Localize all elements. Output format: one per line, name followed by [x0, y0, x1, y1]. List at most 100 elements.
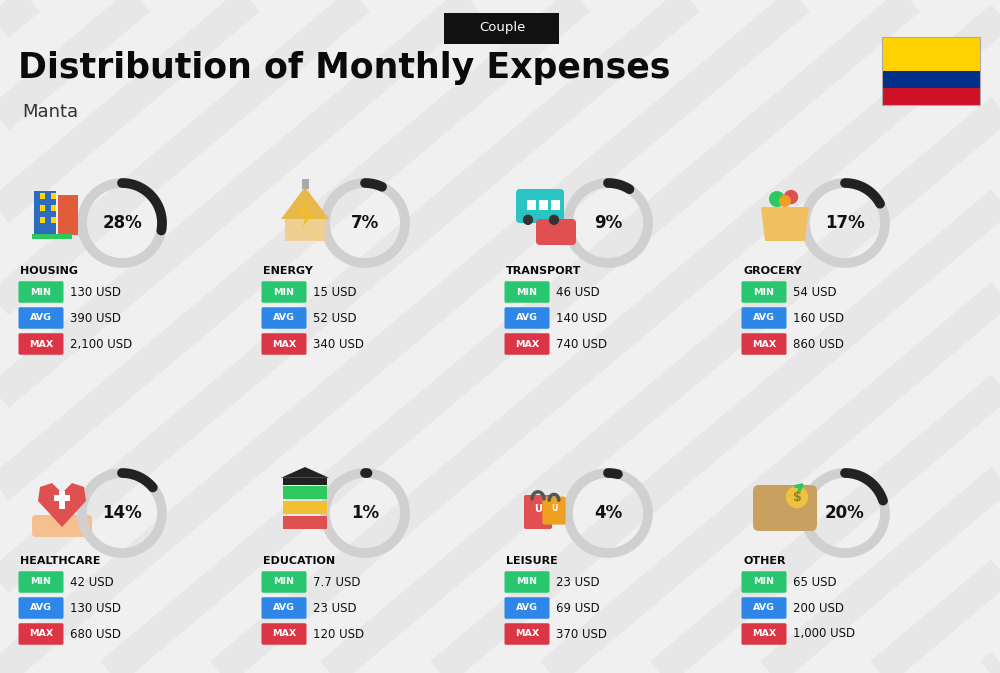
- Text: 52 USD: 52 USD: [313, 312, 357, 324]
- Text: 14%: 14%: [102, 504, 142, 522]
- Text: 23 USD: 23 USD: [313, 602, 357, 614]
- Polygon shape: [298, 201, 313, 227]
- Bar: [283, 486, 327, 499]
- Text: 390 USD: 390 USD: [70, 312, 121, 324]
- Polygon shape: [281, 467, 329, 478]
- Text: 130 USD: 130 USD: [70, 602, 121, 614]
- Text: U: U: [534, 504, 542, 514]
- Polygon shape: [761, 207, 809, 241]
- Text: OTHER: OTHER: [743, 556, 786, 566]
- Bar: [882, 37, 980, 105]
- Bar: [51, 217, 56, 223]
- FancyBboxPatch shape: [262, 597, 306, 618]
- Text: GROCERY: GROCERY: [743, 266, 802, 276]
- Text: $: $: [793, 491, 801, 503]
- Text: 680 USD: 680 USD: [70, 627, 121, 641]
- FancyBboxPatch shape: [505, 308, 550, 328]
- Text: MIN: MIN: [754, 287, 774, 297]
- Text: MIN: MIN: [516, 577, 538, 586]
- Bar: [58, 195, 78, 235]
- FancyBboxPatch shape: [742, 308, 786, 328]
- Text: Distribution of Monthly Expenses: Distribution of Monthly Expenses: [18, 51, 670, 85]
- Text: 54 USD: 54 USD: [793, 285, 837, 299]
- Text: AVG: AVG: [30, 314, 52, 322]
- FancyBboxPatch shape: [516, 189, 564, 223]
- Bar: [40, 205, 45, 211]
- FancyBboxPatch shape: [753, 485, 817, 531]
- Circle shape: [786, 486, 808, 508]
- Polygon shape: [281, 187, 329, 219]
- Text: MAX: MAX: [752, 339, 776, 349]
- FancyBboxPatch shape: [18, 597, 64, 618]
- Text: 28%: 28%: [102, 214, 142, 232]
- Text: Couple: Couple: [479, 22, 525, 34]
- Text: MIN: MIN: [30, 287, 52, 297]
- Text: MIN: MIN: [274, 287, 294, 297]
- Text: 130 USD: 130 USD: [70, 285, 121, 299]
- Text: MAX: MAX: [515, 339, 539, 349]
- Text: MIN: MIN: [274, 577, 294, 586]
- Text: 140 USD: 140 USD: [556, 312, 607, 324]
- Text: 65 USD: 65 USD: [793, 575, 837, 588]
- Text: TRANSPORT: TRANSPORT: [506, 266, 581, 276]
- Text: ENERGY: ENERGY: [263, 266, 313, 276]
- Text: 740 USD: 740 USD: [556, 337, 607, 351]
- FancyBboxPatch shape: [524, 495, 552, 529]
- Bar: [527, 200, 536, 210]
- Text: AVG: AVG: [273, 314, 295, 322]
- Bar: [40, 193, 45, 199]
- FancyBboxPatch shape: [742, 333, 786, 355]
- Text: 20%: 20%: [825, 504, 865, 522]
- Text: AVG: AVG: [516, 604, 538, 612]
- FancyBboxPatch shape: [262, 308, 306, 328]
- Text: 9%: 9%: [594, 214, 622, 232]
- FancyBboxPatch shape: [536, 219, 576, 245]
- Bar: [283, 478, 327, 485]
- Text: 2,100 USD: 2,100 USD: [70, 337, 132, 351]
- Text: 370 USD: 370 USD: [556, 627, 607, 641]
- Text: AVG: AVG: [753, 604, 775, 612]
- Bar: [539, 200, 548, 210]
- Bar: [34, 191, 56, 239]
- Bar: [59, 491, 65, 509]
- Bar: [285, 219, 325, 241]
- FancyBboxPatch shape: [505, 597, 550, 618]
- Bar: [32, 234, 72, 239]
- Text: 160 USD: 160 USD: [793, 312, 844, 324]
- Text: MIN: MIN: [516, 287, 538, 297]
- Bar: [882, 88, 980, 105]
- Circle shape: [769, 191, 785, 207]
- FancyBboxPatch shape: [18, 571, 64, 593]
- FancyBboxPatch shape: [262, 281, 306, 303]
- Text: EDUCATION: EDUCATION: [263, 556, 335, 566]
- Bar: [283, 501, 327, 513]
- FancyBboxPatch shape: [742, 597, 786, 618]
- FancyBboxPatch shape: [505, 281, 550, 303]
- Bar: [40, 217, 45, 223]
- Circle shape: [779, 195, 791, 207]
- Text: AVG: AVG: [753, 314, 775, 322]
- Text: HOUSING: HOUSING: [20, 266, 78, 276]
- Text: MAX: MAX: [272, 339, 296, 349]
- Bar: [882, 37, 980, 71]
- Text: MAX: MAX: [29, 629, 53, 639]
- FancyBboxPatch shape: [18, 623, 64, 645]
- Text: U: U: [551, 503, 557, 513]
- Text: 7%: 7%: [351, 214, 379, 232]
- Text: 120 USD: 120 USD: [313, 627, 364, 641]
- FancyBboxPatch shape: [742, 623, 786, 645]
- FancyBboxPatch shape: [262, 623, 306, 645]
- FancyBboxPatch shape: [505, 571, 550, 593]
- FancyBboxPatch shape: [262, 333, 306, 355]
- FancyBboxPatch shape: [18, 308, 64, 328]
- Text: Manta: Manta: [22, 103, 78, 121]
- Polygon shape: [38, 483, 86, 527]
- FancyBboxPatch shape: [542, 497, 566, 524]
- Text: 4%: 4%: [594, 504, 622, 522]
- FancyBboxPatch shape: [32, 515, 92, 537]
- Circle shape: [549, 215, 559, 225]
- Bar: [51, 205, 56, 211]
- Text: AVG: AVG: [273, 604, 295, 612]
- Text: MAX: MAX: [752, 629, 776, 639]
- Text: 1,000 USD: 1,000 USD: [793, 627, 855, 641]
